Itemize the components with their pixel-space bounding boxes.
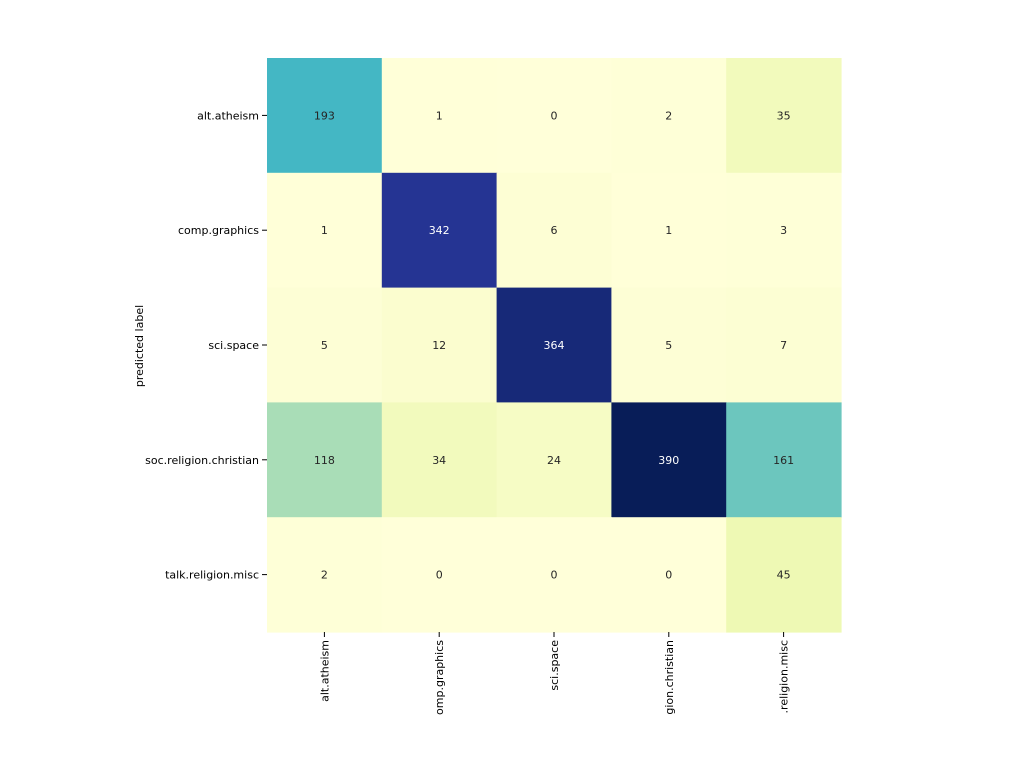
cell-value-r1-c4: 3 — [780, 224, 787, 237]
heatmap-cell-r3-c2 — [496, 402, 612, 518]
heatmap-cell-r2-c3 — [611, 287, 727, 403]
cell-value-r0-c2: 0 — [551, 109, 558, 122]
cell-value-r2-c1: 12 — [432, 339, 446, 352]
cell-value-r1-c2: 6 — [551, 224, 558, 237]
heatmap-cell-r2-c4 — [726, 287, 842, 403]
cell-value-r0-c3: 2 — [665, 109, 672, 122]
y-tick-label-1: comp.graphics — [178, 224, 259, 237]
heatmap-cell-r0-c2 — [496, 58, 612, 174]
heatmap-cell-r1-c1 — [381, 172, 498, 289]
y-axis-ticks: alt.atheism comp.graphics sci.space soc.rel… — [145, 109, 267, 582]
cell-value-r1-c3: 1 — [665, 224, 672, 237]
heatmap-cell-r0-c3 — [611, 58, 727, 174]
cell-value-r4-c0: 2 — [321, 569, 328, 582]
cell-value-r2-c4: 7 — [780, 339, 787, 352]
heatmap-cell-r0-c0 — [267, 58, 383, 174]
x-tick-label-4: .religion.misc — [778, 640, 791, 713]
heatmap-cell-r3-c3 — [611, 402, 727, 518]
x-axis-ticks: alt.atheism omp.graphics sci.space gion.chr… — [318, 632, 791, 715]
heatmap-cell-r2-c0 — [267, 287, 383, 403]
cell-value-r4-c4: 45 — [777, 569, 791, 582]
cell-value-r0-c1: 1 — [436, 109, 443, 122]
heatmap-cell-r3-c0 — [267, 402, 383, 518]
heatmap-cell-r1-c4 — [726, 172, 842, 289]
y-tick-label-2: sci.space — [208, 339, 259, 352]
cell-value-r3-c3: 390 — [658, 454, 679, 467]
heatmap-cell-r3-c1 — [381, 402, 498, 518]
x-tick-label-2: sci.space — [548, 640, 561, 691]
cell-value-r4-c2: 0 — [551, 569, 558, 582]
cell-value-r4-c1: 0 — [436, 569, 443, 582]
cell-value-r3-c4: 161 — [773, 454, 794, 467]
y-axis-label: predicted label — [133, 305, 146, 387]
y-tick-label-3: soc.religion.christian — [145, 454, 259, 467]
heatmap-cell-r4-c0 — [267, 517, 383, 633]
cell-value-r4-c3: 0 — [665, 569, 672, 582]
cell-value-r2-c3: 5 — [665, 339, 672, 352]
cell-value-r2-c2: 364 — [544, 339, 565, 352]
heatmap-cell-r2-c1 — [381, 287, 498, 403]
heatmap-cell-r4-c4 — [726, 517, 842, 633]
heatmap-cell-r4-c3 — [611, 517, 727, 633]
cell-value-r1-c0: 1 — [321, 224, 328, 237]
cell-value-r0-c4: 35 — [777, 109, 791, 122]
heatmap-cell-r4-c2 — [496, 517, 612, 633]
cell-value-r3-c0: 118 — [314, 454, 335, 467]
y-tick-label-4: talk.religion.misc — [165, 569, 259, 582]
x-tick-label-1: omp.graphics — [433, 640, 446, 715]
cell-value-r2-c0: 5 — [321, 339, 328, 352]
heatmap-cells — [267, 58, 842, 633]
heatmap-cell-r1-c0 — [267, 172, 383, 289]
cell-value-r1-c1: 342 — [429, 224, 450, 237]
heatmap-cell-r3-c4 — [726, 402, 842, 518]
heatmap-cell-r0-c4 — [726, 58, 842, 174]
heatmap-cell-r1-c2 — [496, 172, 612, 289]
heatmap-cell-r0-c1 — [381, 58, 498, 174]
y-tick-label-0: alt.atheism — [197, 109, 259, 122]
cell-value-r3-c1: 34 — [432, 454, 446, 467]
heatmap-cell-r4-c1 — [381, 517, 498, 633]
x-tick-label-0: alt.atheism — [318, 640, 331, 702]
heatmap-cell-r2-c2 — [496, 287, 612, 403]
cell-value-r0-c0: 193 — [314, 109, 335, 122]
cell-value-r3-c2: 24 — [547, 454, 561, 467]
x-tick-label-3: gion.christian — [663, 640, 676, 715]
heatmap-cell-r1-c3 — [611, 172, 727, 289]
